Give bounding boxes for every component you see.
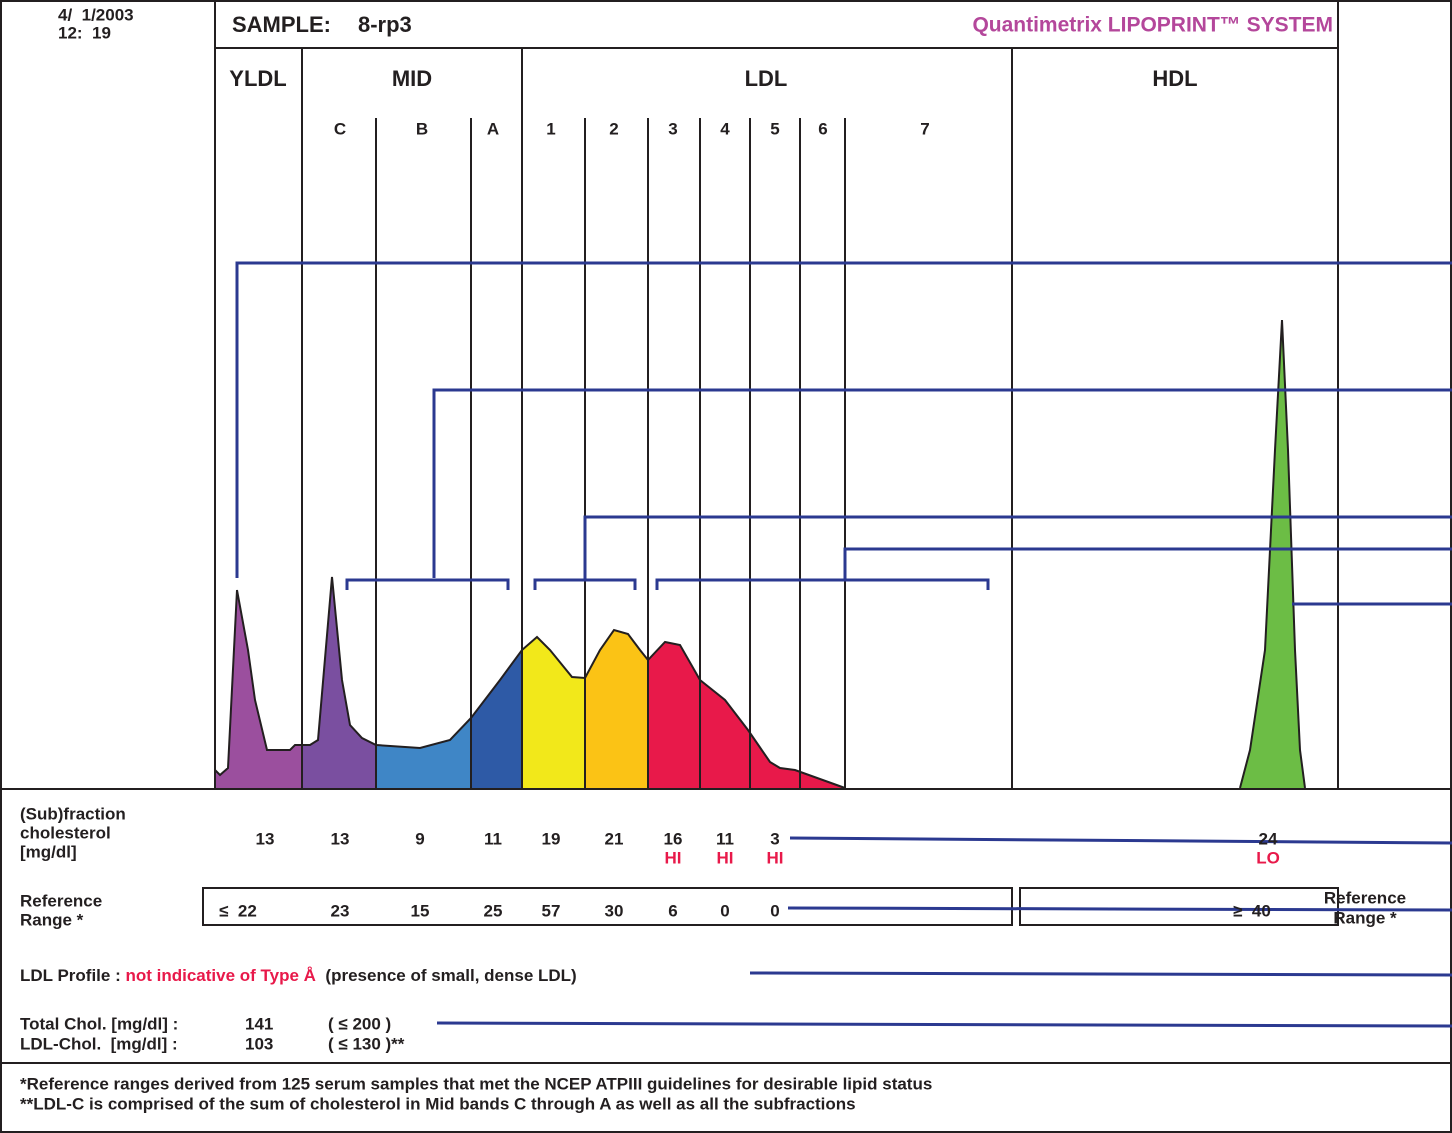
band-label: 3 <box>668 119 677 138</box>
profile-label: LDL Profile : <box>20 966 121 985</box>
band-label: 7 <box>920 119 929 138</box>
total-label: Total Chol. [mg/dl] : <box>20 1014 178 1033</box>
ref-value: 30 <box>605 901 624 920</box>
fraction-value: 16 <box>664 829 683 848</box>
fraction-value: 19 <box>542 829 561 848</box>
fraction-value: 21 <box>605 829 624 848</box>
total-range: ( ≤ 200 ) <box>328 1014 391 1033</box>
sample-id: 8-rp3 <box>358 12 412 37</box>
total-label: LDL-Chol. [mg/dl] : <box>20 1034 178 1053</box>
ref-value: 23 <box>331 901 350 920</box>
group: LDL <box>745 66 788 91</box>
flag: HI <box>767 848 784 867</box>
ref-label: Range * <box>20 910 84 929</box>
band-label: 1 <box>546 119 555 138</box>
ref-value: 6 <box>668 901 677 920</box>
trace <box>214 319 1306 789</box>
ref-value: 0 <box>770 901 779 920</box>
fraction-value: 11 <box>716 829 734 848</box>
profile: LDL Profile : not indicative of Type Å (… <box>20 966 577 985</box>
ref-value: 15 <box>411 901 430 920</box>
ref-label: Reference <box>20 891 102 910</box>
ref-value: ≤ 22 <box>219 901 257 920</box>
fraction-label: (Sub)fraction <box>20 804 126 823</box>
sample-label: SAMPLE: <box>232 12 331 37</box>
profile-note: (presence of small, dense LDL) <box>325 966 576 985</box>
fraction-value: 13 <box>331 829 350 848</box>
flag: HI <box>717 848 734 867</box>
flag: HI <box>665 848 682 867</box>
ref-value: ≥ 40 <box>1233 901 1271 920</box>
ref-label: Reference <box>1324 888 1406 907</box>
ref-value: 57 <box>542 901 561 920</box>
band-label: B <box>416 119 428 138</box>
system-name: Quantimetrix LIPOPRINT™ SYSTEM <box>972 14 1333 37</box>
date: 4/ 1/2003 <box>58 5 134 24</box>
total-value: 103 <box>245 1034 273 1053</box>
connectors <box>235 261 1452 1028</box>
fraction-value: 3 <box>770 829 779 848</box>
ref-value: 0 <box>720 901 729 920</box>
band-label: 5 <box>770 119 779 138</box>
band-label: C <box>334 119 346 138</box>
band-label: 6 <box>818 119 827 138</box>
group: HDL <box>1152 66 1197 91</box>
fraction-label: [mg/dl] <box>20 842 77 861</box>
total-range: ( ≤ 130 )** <box>328 1034 405 1053</box>
fraction-label: cholesterol <box>20 823 111 842</box>
footnote: *Reference ranges derived from 125 serum… <box>20 1074 932 1093</box>
ref-label: Range * <box>1333 908 1397 927</box>
group: YLDL <box>229 66 286 91</box>
fraction-value: 24 <box>1259 829 1278 848</box>
band-label: 2 <box>609 119 618 138</box>
time: 12: 19 <box>58 23 111 42</box>
profile-result: not indicative of Type Å <box>125 966 315 985</box>
group: MID <box>392 66 432 91</box>
band-label: A <box>487 119 499 138</box>
flag: LO <box>1256 848 1280 867</box>
fraction-value: 11 <box>484 829 502 848</box>
total-value: 141 <box>245 1014 273 1033</box>
footnote: **LDL-C is comprised of the sum of chole… <box>20 1094 856 1113</box>
ref-value: 25 <box>484 901 503 920</box>
band-label: 4 <box>720 119 730 138</box>
fraction-value: 9 <box>415 829 424 848</box>
fraction-value: 13 <box>256 829 275 848</box>
